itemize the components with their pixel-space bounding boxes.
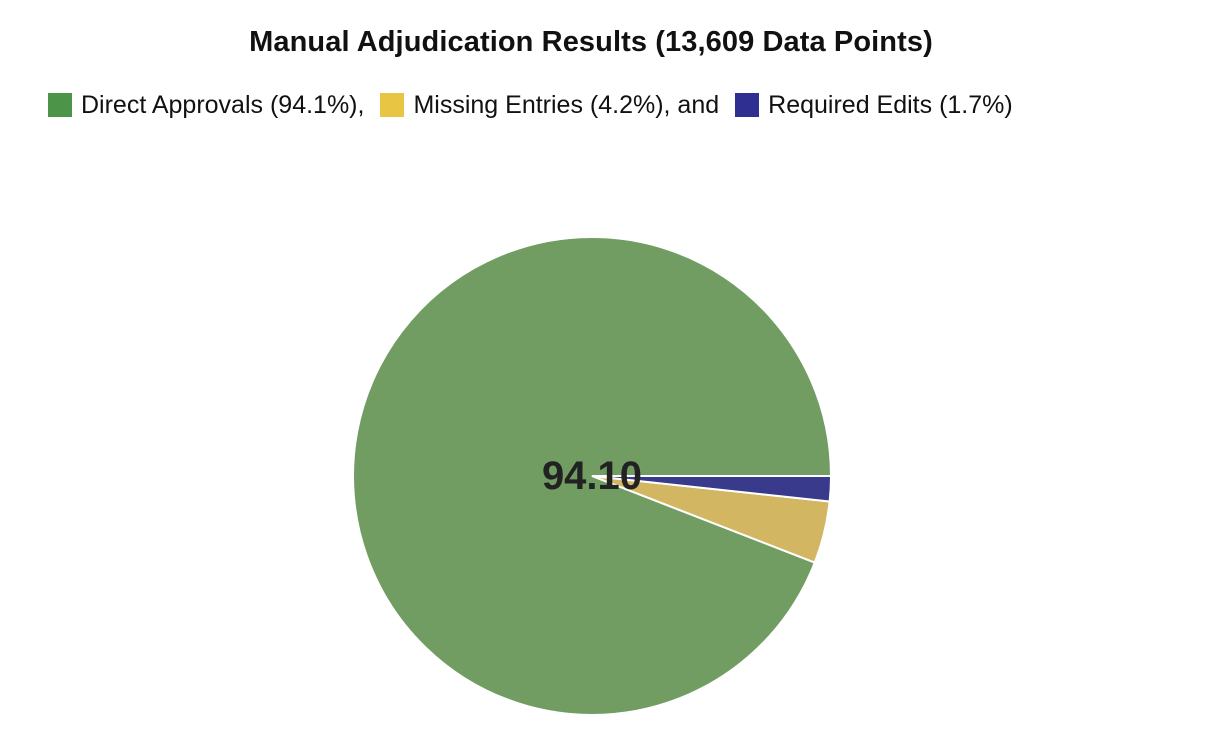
legend-item-required-edits[interactable]: Required Edits (1.7%) [735, 91, 1013, 120]
pie-slice-required-edits[interactable] [591, 475, 833, 503]
chart-legend: Direct Approvals (94.1%), Missing Entrie… [48, 88, 1013, 122]
legend-item-missing-entries[interactable]: Missing Entries (4.2%), and [380, 91, 719, 120]
legend-label-missing-entries: Missing Entries (4.2%), and [413, 90, 720, 119]
legend-item-direct-approvals[interactable]: Direct Approvals (94.1%), [48, 91, 364, 120]
chart-title: Manual Adjudication Results (13,609 Data… [249, 26, 933, 58]
legend-swatch-missing-entries [380, 93, 405, 117]
legend-label-direct-approvals: Direct Approvals (94.1%), [81, 90, 365, 119]
legend-swatch-required-edits [735, 93, 760, 117]
pie-center-label: 94.10 [542, 454, 642, 498]
pie-slices [352, 236, 833, 716]
legend-label-required-edits: Required Edits (1.7%) [768, 90, 1013, 119]
legend-swatch-direct-approvals [48, 93, 72, 117]
